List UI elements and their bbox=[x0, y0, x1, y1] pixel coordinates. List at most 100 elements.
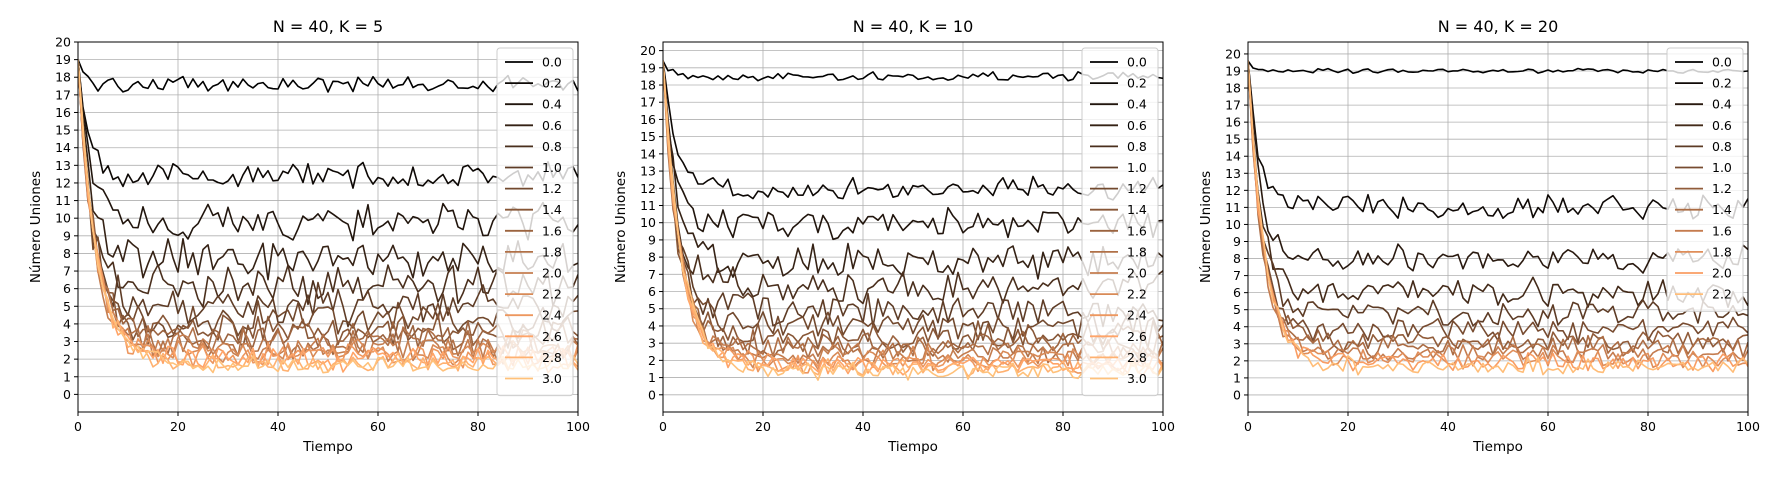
legend-label: 1.6 bbox=[1127, 223, 1147, 238]
series-line-0-6 bbox=[78, 59, 578, 281]
legend-label: 1.4 bbox=[1127, 202, 1147, 217]
legend-label: 1.6 bbox=[1712, 223, 1732, 238]
y-tick-label: 20 bbox=[1225, 46, 1241, 61]
series-line-0-6 bbox=[663, 60, 1163, 280]
legend-label: 0.4 bbox=[542, 97, 562, 112]
y-axis-label: Número Uniones bbox=[1198, 171, 1214, 283]
x-tick-label: 80 bbox=[1640, 419, 1656, 434]
y-tick-label: 9 bbox=[648, 232, 656, 247]
legend-label: 1.6 bbox=[542, 223, 562, 238]
y-tick-label: 4 bbox=[648, 318, 656, 333]
legend-label: 0.2 bbox=[542, 76, 562, 91]
y-tick-label: 19 bbox=[1225, 63, 1241, 78]
y-tick-label: 8 bbox=[1233, 251, 1241, 266]
series-line-1-0 bbox=[78, 59, 578, 328]
y-tick-label: 17 bbox=[1225, 98, 1241, 113]
y-tick-label: 4 bbox=[63, 316, 71, 331]
series-line-0-8 bbox=[78, 59, 578, 308]
series-group bbox=[1248, 60, 1748, 376]
y-tick-label: 1 bbox=[648, 370, 656, 385]
series-line-2-0 bbox=[1248, 60, 1748, 373]
y-tick-label: 7 bbox=[648, 267, 656, 282]
x-tick-label: 20 bbox=[170, 419, 186, 434]
y-tick-label: 18 bbox=[55, 70, 71, 85]
x-axis-label: Tiempo bbox=[302, 439, 353, 455]
y-tick-label: 19 bbox=[640, 60, 656, 75]
y-axis-label: Número Uniones bbox=[28, 171, 44, 283]
x-tick-label: 0 bbox=[74, 419, 82, 434]
y-tick-label: 0 bbox=[1233, 387, 1241, 402]
y-tick-label: 8 bbox=[648, 250, 656, 265]
y-tick-label: 5 bbox=[648, 301, 656, 316]
series-line-2-4 bbox=[663, 60, 1163, 374]
legend-label: 3.0 bbox=[1127, 371, 1147, 386]
y-tick-label: 1 bbox=[1233, 370, 1241, 385]
series-line-2-2 bbox=[78, 59, 578, 366]
x-tick-label: 100 bbox=[566, 419, 590, 434]
y-tick-label: 19 bbox=[55, 52, 71, 67]
y-tick-label: 6 bbox=[63, 281, 71, 296]
y-tick-label: 12 bbox=[640, 181, 656, 196]
legend-label: 2.8 bbox=[1127, 350, 1147, 365]
y-tick-label: 17 bbox=[640, 95, 656, 110]
legend-label: 1.2 bbox=[1712, 181, 1732, 196]
series-line-1-6 bbox=[78, 59, 578, 356]
legend-label: 1.0 bbox=[1712, 160, 1732, 175]
y-tick-label: 7 bbox=[63, 264, 71, 279]
y-tick-label: 13 bbox=[640, 164, 656, 179]
legend-label: 1.0 bbox=[1127, 160, 1147, 175]
y-tick-label: 5 bbox=[1233, 302, 1241, 317]
y-tick-label: 13 bbox=[55, 158, 71, 173]
y-tick-label: 17 bbox=[55, 87, 71, 102]
series-line-2-2 bbox=[1248, 60, 1748, 376]
chart-title: N = 40, K = 10 bbox=[853, 17, 974, 36]
y-tick-label: 3 bbox=[648, 336, 656, 351]
legend: 0.0 0.2 0.4 0.6 0.8 1.0 1.2 1.4 1.6 1.8 2.0 2.2 2.4 2… bbox=[496, 47, 574, 397]
x-tick-label: 20 bbox=[755, 419, 771, 434]
y-tick-label: 6 bbox=[648, 284, 656, 299]
legend-label: 0.4 bbox=[1127, 97, 1147, 112]
y-tick-label: 3 bbox=[1233, 336, 1241, 351]
legend-label: 2.4 bbox=[1127, 308, 1147, 323]
series-line-1-6 bbox=[1248, 60, 1748, 364]
legend-label: 1.8 bbox=[1127, 244, 1147, 259]
x-tick-label: 20 bbox=[1340, 419, 1356, 434]
series-line-1-4 bbox=[663, 60, 1163, 350]
x-tick-label: 60 bbox=[955, 419, 971, 434]
y-tick-label: 14 bbox=[55, 140, 71, 155]
x-tick-label: 60 bbox=[1540, 419, 1556, 434]
series-line-0-2 bbox=[663, 60, 1163, 201]
x-tick-label: 40 bbox=[270, 419, 286, 434]
y-tick-label: 9 bbox=[63, 228, 71, 243]
y-tick-label: 7 bbox=[1233, 268, 1241, 283]
chart-title: N = 40, K = 20 bbox=[1438, 17, 1559, 36]
y-tick-label: 11 bbox=[55, 193, 71, 208]
legend-label: 0.0 bbox=[542, 55, 562, 70]
series-line-0-0 bbox=[1248, 60, 1748, 74]
series-line-2-6 bbox=[78, 59, 578, 373]
legend-label: 2.2 bbox=[542, 287, 562, 302]
series-line-0-4 bbox=[78, 59, 578, 242]
legend-label: 0.2 bbox=[1127, 76, 1147, 91]
y-tick-label: 18 bbox=[1225, 81, 1241, 96]
legend-label: 1.0 bbox=[542, 160, 562, 175]
legend-frame bbox=[1081, 47, 1159, 397]
legend-label: 2.2 bbox=[1712, 287, 1732, 302]
series-line-1-2 bbox=[663, 60, 1163, 342]
y-tick-label: 0 bbox=[63, 387, 71, 402]
y-tick-label: 20 bbox=[55, 35, 71, 50]
y-tick-label: 12 bbox=[1225, 183, 1241, 198]
series-line-3-0 bbox=[663, 60, 1163, 381]
y-tick-label: 10 bbox=[1225, 217, 1241, 232]
y-tick-label: 12 bbox=[55, 175, 71, 190]
legend-label: 2.6 bbox=[1127, 329, 1147, 344]
legend-label: 0.8 bbox=[1127, 139, 1147, 154]
legend-label: 2.6 bbox=[542, 329, 562, 344]
x-tick-label: 40 bbox=[855, 419, 871, 434]
legend-label: 1.2 bbox=[1127, 181, 1147, 196]
legend: 0.0 0.2 0.4 0.6 0.8 1.0 1.2 1.4 1.6 1.8 2.0 2.2 bbox=[1666, 47, 1744, 312]
axes-frame bbox=[662, 41, 1164, 413]
series-line-1-4 bbox=[1248, 60, 1748, 360]
